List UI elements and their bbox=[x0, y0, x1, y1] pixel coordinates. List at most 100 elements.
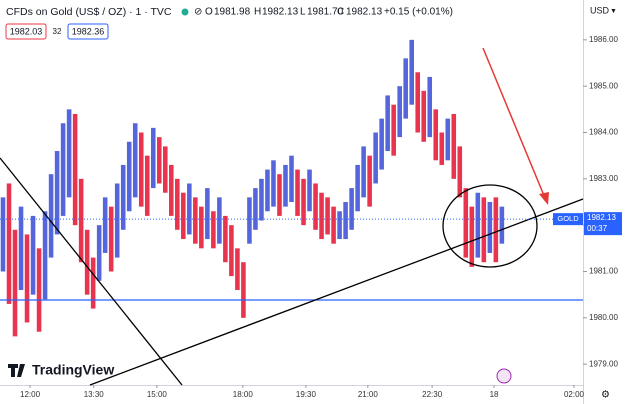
last-price-box bbox=[584, 212, 622, 236]
ohlc-close: 1982.13 bbox=[346, 7, 383, 18]
candle bbox=[181, 192, 186, 240]
last-price-label: 1982.13 bbox=[587, 213, 616, 222]
candle bbox=[463, 188, 469, 258]
buy-price[interactable]: 1982.36 bbox=[72, 26, 105, 36]
candle bbox=[469, 206, 475, 267]
candle bbox=[48, 174, 54, 258]
candle bbox=[60, 123, 66, 216]
x-tick-label: 21:00 bbox=[358, 390, 379, 399]
y-tick-label: 1984.00 bbox=[589, 128, 618, 137]
circle-drawing bbox=[442, 184, 538, 268]
x-tick-label: 12:00 bbox=[20, 390, 41, 399]
ohlc-label: H bbox=[254, 7, 261, 18]
candle bbox=[415, 72, 421, 133]
candle bbox=[475, 192, 481, 258]
candle bbox=[331, 206, 336, 244]
candle bbox=[175, 178, 180, 230]
candle bbox=[373, 132, 378, 184]
candle bbox=[307, 169, 312, 212]
bars bbox=[0, 39, 505, 337]
candle bbox=[72, 113, 78, 226]
sell-price[interactable]: 1982.03 bbox=[10, 26, 43, 36]
events-icon[interactable] bbox=[496, 368, 512, 384]
candle bbox=[138, 132, 144, 207]
x-tick-label: 02:00 bbox=[564, 390, 585, 399]
candle bbox=[481, 197, 487, 263]
candle bbox=[102, 197, 108, 253]
candle bbox=[283, 164, 288, 207]
settings-icon[interactable]: ⚙ bbox=[601, 390, 610, 401]
candle bbox=[487, 201, 493, 253]
candle bbox=[439, 132, 445, 165]
currency-caret[interactable]: ▼ bbox=[610, 8, 617, 15]
candle bbox=[301, 178, 306, 226]
candle bbox=[445, 118, 451, 161]
candle bbox=[241, 262, 246, 318]
logo-icon bbox=[8, 364, 25, 377]
candle bbox=[367, 155, 372, 207]
watermark: TradingView bbox=[32, 362, 114, 378]
symbol-tag: GOLD bbox=[557, 214, 579, 223]
candle bbox=[355, 164, 360, 212]
candle bbox=[457, 146, 463, 198]
candle bbox=[84, 229, 90, 295]
candle bbox=[409, 39, 414, 105]
ohlc-label: L bbox=[300, 7, 306, 18]
candle bbox=[433, 109, 439, 161]
candle bbox=[205, 188, 210, 240]
candle bbox=[337, 211, 342, 240]
candle bbox=[229, 225, 234, 277]
sell-button[interactable] bbox=[5, 23, 47, 40]
ohlc-change: +0.15 (+0.01%) bbox=[384, 7, 453, 18]
ohlc-low: 1981.70 bbox=[307, 7, 344, 18]
y-tick-label: 1980.00 bbox=[589, 313, 618, 322]
y-tick-label: 1985.00 bbox=[589, 81, 618, 90]
candle bbox=[114, 183, 120, 258]
candle bbox=[0, 197, 6, 272]
candle bbox=[120, 164, 126, 230]
y-tick-label: 1983.00 bbox=[589, 174, 618, 183]
ohlc-label: O bbox=[205, 7, 213, 18]
candle bbox=[427, 76, 433, 138]
countdown: 00:37 bbox=[587, 224, 608, 233]
candle bbox=[66, 109, 72, 198]
eye-icon[interactable]: ⊘ bbox=[194, 7, 202, 18]
currency[interactable]: USD bbox=[590, 5, 610, 15]
candle bbox=[36, 248, 42, 332]
candle bbox=[162, 146, 168, 193]
buy-button[interactable] bbox=[67, 23, 109, 40]
candle bbox=[421, 90, 427, 142]
candle bbox=[193, 197, 198, 244]
spread: 32 bbox=[53, 27, 62, 36]
candle bbox=[144, 155, 150, 216]
candle bbox=[150, 127, 156, 189]
candle bbox=[397, 86, 402, 138]
candle bbox=[289, 155, 294, 202]
candle bbox=[247, 197, 252, 244]
x-tick-label: 18 bbox=[490, 390, 499, 399]
x-tick-label: 22:30 bbox=[422, 390, 443, 399]
candle bbox=[42, 211, 48, 300]
candle bbox=[96, 225, 102, 281]
x-tick-label: 19:30 bbox=[296, 390, 317, 399]
candle bbox=[30, 215, 36, 295]
candle bbox=[211, 211, 216, 249]
candle bbox=[187, 183, 192, 235]
candle bbox=[235, 248, 240, 291]
candle bbox=[108, 206, 114, 272]
candle bbox=[253, 188, 258, 230]
arrow-head bbox=[539, 192, 549, 205]
ohlc-label: C bbox=[337, 7, 344, 18]
candle bbox=[169, 164, 174, 216]
candle bbox=[319, 192, 324, 240]
arrow-line bbox=[482, 47, 546, 199]
candle bbox=[295, 169, 300, 216]
y-tick-label: 1981.00 bbox=[589, 267, 618, 276]
ohlc-open: 1981.98 bbox=[214, 7, 251, 18]
y-tick-label: 1986.00 bbox=[589, 35, 618, 44]
chart-title: CFDs on Gold (US$ / OZ) · 1 · TVC bbox=[6, 6, 172, 18]
candle bbox=[217, 197, 222, 244]
candle bbox=[90, 257, 96, 309]
candle bbox=[313, 183, 318, 230]
